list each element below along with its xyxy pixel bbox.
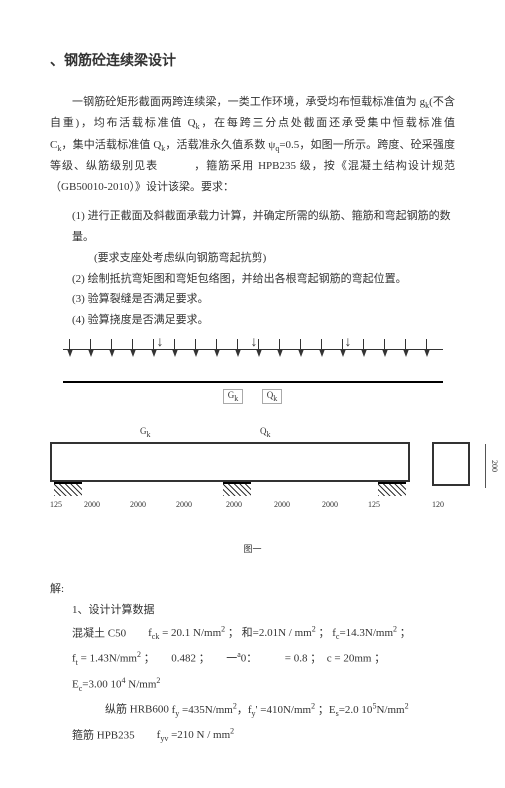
- section-1-title: 1、设计计算数据: [72, 600, 455, 621]
- intro-paragraph: 一钢筋砼矩形截面两跨连续梁，一类工作环境，承受均布恒载标准值为 gk(不含自重)…: [50, 92, 455, 198]
- support-icon: [378, 482, 406, 496]
- label-qk: Qk: [260, 426, 271, 439]
- point-load-icon: ↓: [251, 335, 258, 351]
- label-qk: Qk: [262, 389, 283, 404]
- label-gk: Gk: [140, 426, 151, 439]
- load-diagram: ↓ ↓ ↓ Gk Qk: [63, 349, 443, 404]
- dimension-line: 125 2000 2000 2000 2000 2000 2000 125 12…: [50, 500, 470, 524]
- req-subitem-1: (要求支座处考虑纵向钢筋弯起抗剪): [94, 248, 455, 269]
- support-icon: [54, 482, 82, 496]
- calc-line-5: 箍筋 HPB235 fyv =210 N / mm2: [72, 723, 455, 748]
- calc-line-1: 混凝土 C50 fck = 20.1 N/mm2 ； 和=2.01N / mm2…: [72, 621, 455, 646]
- beam-elevation: [50, 442, 410, 482]
- point-load-icon: ↓: [345, 335, 352, 351]
- req-item-4: (4) 验算挠度是否满足要求。: [72, 310, 455, 331]
- label-gk: Gk: [223, 389, 244, 404]
- point-load-icon: ↓: [157, 335, 164, 351]
- calc-line-2: ft = 1.43N/mm2 ； 0.482 ； 一a0： = 0.8 ； c …: [72, 646, 455, 671]
- solution-label: 解:: [50, 579, 455, 600]
- doc-title: 、钢筋砼连续梁设计: [50, 50, 455, 70]
- figure-caption: 图一: [50, 542, 455, 555]
- req-item-3: (3) 验算裂缝是否满足要求。: [72, 289, 455, 310]
- cross-section: 200: [432, 442, 470, 486]
- calc-line-4: 纵筋 HRB600 fy =435N/mm2，fy' =410N/mm2 ；Es…: [72, 697, 455, 722]
- beam-diagram: Gk Qk 200 125 2000 2000 2000 2000 2000 2…: [50, 426, 470, 524]
- support-icon: [223, 482, 251, 496]
- req-item-2: (2) 绘制抵抗弯矩图和弯矩包络图，并给出各根弯起钢筋的弯起位置。: [72, 269, 455, 290]
- req-item-1: (1) 进行正截面及斜截面承载力计算，并确定所需的纵筋、箍筋和弯起钢筋的数量。: [72, 206, 455, 248]
- calc-line-3: Ec=3.00 104 N/mm2: [72, 672, 455, 697]
- dim-h: 200: [490, 460, 499, 472]
